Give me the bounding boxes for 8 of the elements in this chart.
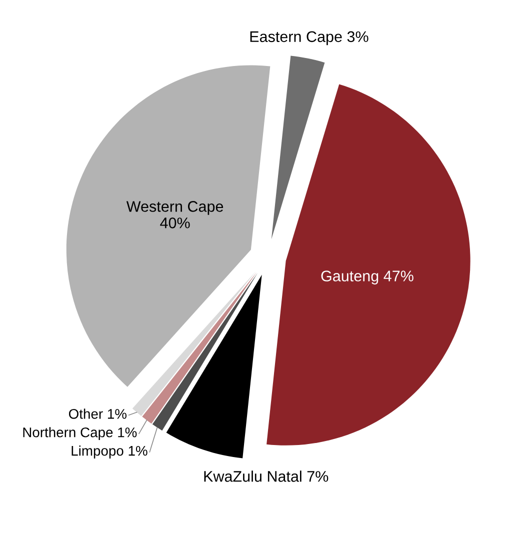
slice-label: Limpopo 1% (72, 446, 148, 458)
slice-label: KwaZulu Natal 7% (204, 470, 328, 482)
slice-label: Western Cape (126, 201, 224, 215)
slice-label: Northern Cape 1% (23, 427, 137, 440)
slice-label: Other 1% (68, 408, 126, 419)
slice-label: Gauteng 47% (321, 270, 414, 284)
slice-label: Eastern Cape 3% (250, 31, 368, 46)
data-label: 40% (160, 218, 190, 228)
